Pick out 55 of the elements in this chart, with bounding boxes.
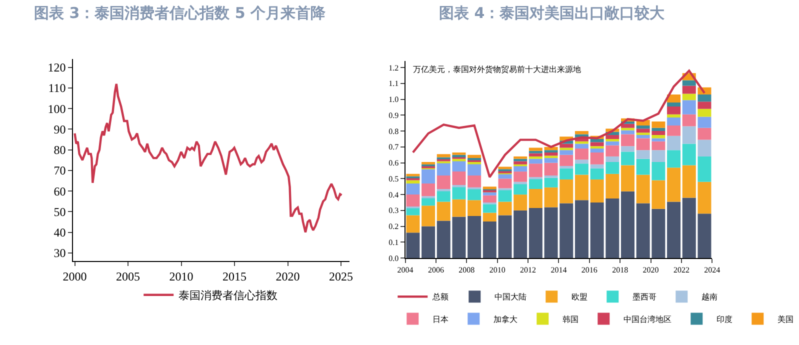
legend-label: 中国台湾地区	[624, 314, 672, 324]
legend-label: 中国大陆	[494, 292, 527, 302]
y-tick-label: 110	[48, 81, 66, 96]
y-tick-label: 120	[48, 60, 66, 75]
x-tick-label: 2006	[428, 266, 444, 275]
y-tick-label: 1.0	[388, 95, 399, 104]
legend-label: 欧盟	[572, 292, 588, 302]
y-tick-label: 40	[54, 225, 66, 240]
y-tick-label: 0.8	[388, 126, 399, 136]
x-tick-label: 2018	[612, 266, 628, 275]
legend-label: 加拿大	[494, 314, 518, 324]
y-tick-label: 0.2	[388, 222, 399, 232]
x-tick-label: 2010	[169, 270, 194, 284]
chart-title: 图表 3：泰国消费者信心指数 5 个月来首降	[34, 4, 327, 22]
y-tick-label: 0.0	[388, 254, 399, 263]
x-tick-label: 2020	[276, 270, 300, 284]
legend-label: 墨西哥	[632, 292, 657, 302]
x-tick-label: 2004	[397, 266, 414, 275]
y-tick-label: 80	[54, 143, 66, 158]
chart-title: 图表 4：泰国对美国出口敞口较大	[439, 4, 666, 22]
x-tick-label: 2000	[62, 270, 87, 284]
y-tick-label: 0.4	[388, 190, 399, 200]
y-axis-title: 万亿美元，泰国对外货物贸易前十大进出来源地	[413, 65, 581, 74]
y-tick-label: 0.5	[388, 174, 399, 184]
y-tick-label: 0.7	[388, 142, 399, 152]
x-tick-label: 2012	[520, 266, 536, 275]
y-tick-label: 60	[54, 184, 66, 198]
legend-label: 越南	[702, 292, 718, 302]
y-tick-label: 1.1	[388, 79, 399, 88]
legend-label: 泰国消费者信心指数	[178, 289, 278, 302]
y-tick-label: 0.6	[388, 158, 399, 168]
x-tick-label: 2022	[673, 266, 690, 275]
legend-label: 韩国	[562, 314, 579, 324]
y-tick-label: 0.9	[388, 110, 399, 120]
y-tick-label: 30	[54, 246, 66, 260]
legend-label: 日本	[432, 314, 449, 324]
x-tick-label: 2025	[329, 270, 354, 284]
x-tick-label: 2010	[489, 266, 506, 275]
x-tick-label: 2020	[642, 266, 659, 275]
x-tick-label: 2024	[704, 266, 720, 275]
y-tick-label: 0.3	[388, 206, 399, 216]
y-tick-label: 70	[54, 164, 66, 178]
x-tick-label: 2005	[116, 270, 140, 284]
x-tick-label: 2016	[581, 266, 598, 275]
x-tick-label: 2014	[550, 266, 567, 275]
y-tick-label: 50	[54, 204, 66, 219]
x-tick-label: 2015	[222, 270, 247, 284]
legend-label: 印度	[716, 314, 733, 324]
y-tick-label: 0.1	[388, 238, 399, 247]
legend-label: 美国	[778, 314, 794, 324]
y-tick-label: 1.2	[388, 63, 399, 72]
x-tick-label: 2008	[458, 266, 475, 275]
y-tick-label: 90	[54, 122, 66, 136]
legend-label: 总额	[432, 292, 449, 302]
y-tick-label: 100	[48, 102, 66, 116]
